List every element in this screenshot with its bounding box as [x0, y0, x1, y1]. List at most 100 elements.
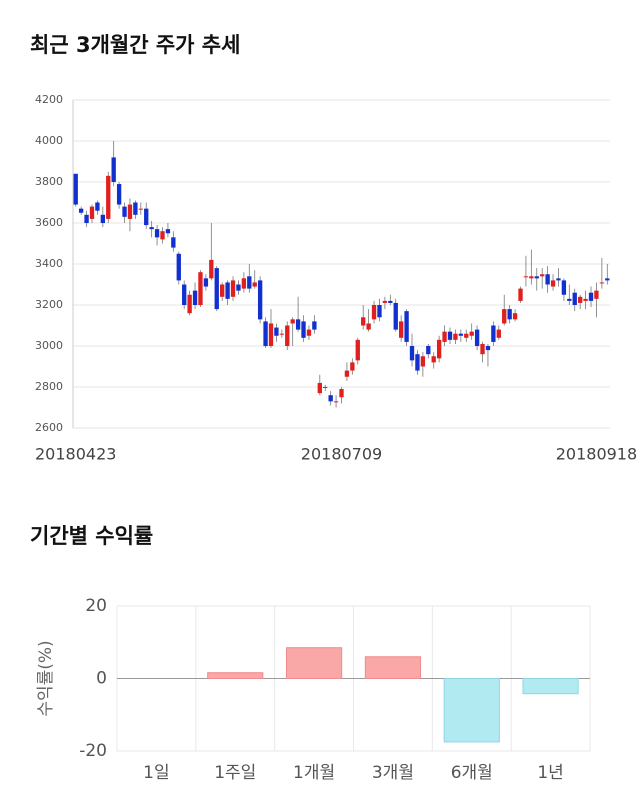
candle-body — [567, 298, 572, 301]
candle-body — [247, 276, 252, 289]
candle-body — [219, 284, 225, 297]
candle-body — [268, 323, 274, 346]
candle-body — [339, 389, 344, 398]
candle-body — [572, 292, 577, 305]
candle-body — [274, 327, 279, 336]
candle-body — [442, 331, 447, 342]
candle-body — [588, 292, 594, 301]
candle-body — [496, 329, 501, 338]
candle-body — [480, 343, 485, 355]
bar — [443, 678, 500, 743]
candle-body — [366, 323, 371, 330]
candle-body — [469, 331, 474, 336]
candle-body — [404, 311, 409, 342]
candle-body — [415, 354, 420, 371]
candle-body — [512, 313, 518, 320]
candle-body — [160, 231, 165, 240]
candle-body — [252, 282, 257, 287]
candle-body — [106, 175, 111, 219]
y-tick-label: -20 — [79, 741, 107, 761]
candle-body — [154, 229, 160, 238]
x-tick-label: 1개월 — [293, 763, 335, 783]
y-tick-label: 3400 — [35, 257, 63, 270]
y-tick-label: 4200 — [35, 93, 63, 106]
y-tick-label: 3000 — [35, 339, 63, 352]
candle-body — [361, 317, 366, 326]
candle-body — [333, 401, 339, 403]
candle-body — [138, 208, 143, 210]
candle-body — [507, 309, 512, 320]
candle-body — [599, 282, 605, 284]
y-tick-label: 3600 — [35, 216, 63, 229]
candle-body — [540, 274, 545, 277]
x-tick-label: 1년 — [537, 763, 563, 783]
chart-title: 최근 3개월간 주가 추세 — [30, 33, 240, 57]
candle-body — [436, 339, 442, 359]
candle-body — [317, 382, 322, 394]
chart-title: 기간별 수익률 — [30, 524, 153, 548]
candle-body — [523, 276, 529, 278]
candle-body — [306, 329, 312, 336]
y-tick-label: 2600 — [35, 421, 63, 434]
y-axis-label: 수익률(%) — [36, 640, 56, 716]
x-tick-label: 20180918 — [556, 445, 637, 464]
bar — [364, 656, 422, 679]
candle-body — [73, 173, 78, 205]
x-tick-label: 6개월 — [451, 763, 493, 783]
candle-body — [165, 229, 171, 234]
candle-body — [420, 356, 426, 367]
candle-body — [382, 300, 388, 303]
bar — [207, 672, 264, 680]
candle-body — [263, 321, 268, 346]
candle-body — [605, 278, 610, 281]
candle-body — [545, 274, 550, 285]
candle-body — [257, 280, 263, 320]
candle-body — [377, 305, 382, 318]
x-tick-label: 1주일 — [214, 763, 256, 783]
candle-body — [192, 290, 198, 305]
candle-body — [371, 305, 377, 320]
candle-body — [89, 206, 95, 219]
y-tick-label: 20 — [85, 596, 107, 616]
candle-body — [236, 284, 241, 291]
y-tick-label: 4000 — [35, 134, 63, 147]
x-tick-label: 1일 — [143, 763, 169, 783]
candle-body — [116, 184, 122, 205]
candle-body — [594, 290, 599, 299]
candle-body — [187, 294, 192, 314]
candle-body — [95, 202, 100, 211]
candle-body — [431, 356, 436, 363]
candle-body — [312, 321, 317, 330]
candle-body — [133, 202, 138, 215]
candle-body — [529, 276, 534, 279]
candle-body — [230, 280, 236, 297]
bar — [285, 647, 343, 679]
candle-body — [122, 206, 127, 217]
candle-body — [388, 300, 393, 303]
candle-body — [485, 346, 491, 351]
candle-body — [111, 157, 116, 182]
candle-body — [426, 346, 431, 355]
candle-body — [398, 321, 404, 338]
candle-body — [198, 272, 203, 305]
candle-body — [409, 346, 415, 361]
candle-body — [323, 387, 328, 388]
candle-body — [209, 259, 214, 279]
candle-body — [241, 278, 247, 289]
candle-body — [295, 319, 301, 330]
candle-body — [176, 253, 181, 281]
candle-body — [182, 284, 187, 305]
candle-body — [203, 278, 209, 287]
candle-body — [301, 321, 306, 338]
y-tick-label: 3200 — [35, 298, 63, 311]
candle-body — [453, 333, 458, 340]
candle-body — [214, 268, 219, 310]
candle-body — [285, 325, 290, 346]
candle-body — [344, 370, 350, 377]
x-tick-label: 20180709 — [301, 445, 382, 464]
candle-body — [393, 302, 398, 330]
x-tick-label: 3개월 — [372, 763, 414, 783]
candle-body — [279, 333, 285, 335]
